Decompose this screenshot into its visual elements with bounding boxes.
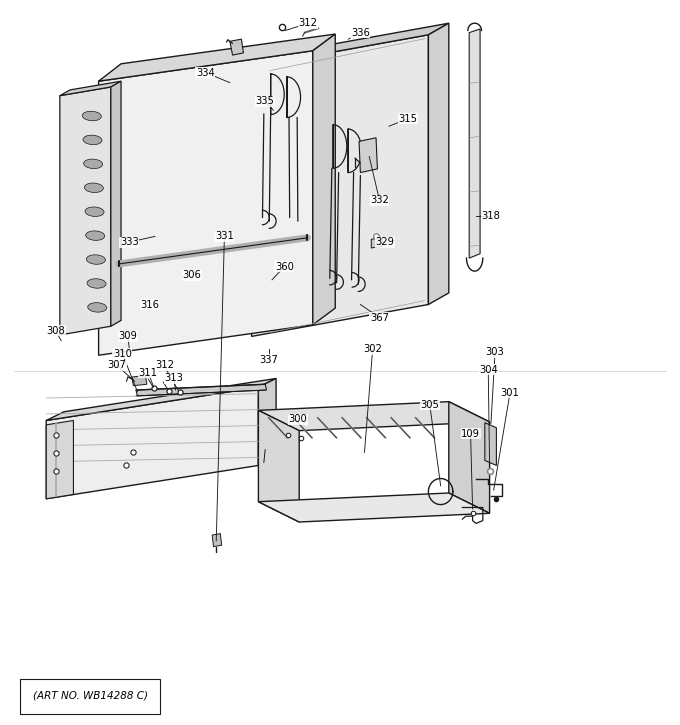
Text: 312: 312 <box>299 18 318 28</box>
Text: 304: 304 <box>479 365 498 375</box>
Text: 335: 335 <box>256 96 275 107</box>
Ellipse shape <box>88 302 107 312</box>
Polygon shape <box>136 384 267 396</box>
Text: 302: 302 <box>363 344 382 355</box>
Text: 329: 329 <box>375 237 394 247</box>
Polygon shape <box>469 29 480 258</box>
Polygon shape <box>258 493 490 522</box>
Polygon shape <box>46 378 276 420</box>
Polygon shape <box>359 138 377 173</box>
Text: 303: 303 <box>486 347 505 357</box>
Text: 300: 300 <box>288 414 307 424</box>
Ellipse shape <box>86 254 105 265</box>
Text: 336: 336 <box>351 28 370 38</box>
Polygon shape <box>258 378 276 465</box>
Text: 310: 310 <box>113 349 132 359</box>
Text: 301: 301 <box>500 388 520 398</box>
Polygon shape <box>258 410 299 522</box>
Text: 309: 309 <box>118 331 137 341</box>
Polygon shape <box>428 23 449 304</box>
Text: 305: 305 <box>420 399 439 410</box>
Polygon shape <box>252 35 428 336</box>
Text: 334: 334 <box>196 67 215 78</box>
Polygon shape <box>46 420 73 499</box>
Text: 312: 312 <box>155 360 174 370</box>
Polygon shape <box>212 534 222 547</box>
Polygon shape <box>371 238 382 248</box>
Polygon shape <box>46 387 258 499</box>
Polygon shape <box>252 23 449 67</box>
Text: 337: 337 <box>259 355 278 365</box>
Polygon shape <box>258 402 490 431</box>
Polygon shape <box>313 34 335 325</box>
Ellipse shape <box>82 111 101 121</box>
Ellipse shape <box>86 231 105 241</box>
Text: 306: 306 <box>182 270 201 281</box>
Text: 307: 307 <box>107 360 126 370</box>
Text: 331: 331 <box>215 231 234 241</box>
Text: 360: 360 <box>275 262 294 272</box>
Polygon shape <box>60 81 121 96</box>
Ellipse shape <box>85 207 104 217</box>
Polygon shape <box>132 376 147 386</box>
Text: 318: 318 <box>481 211 500 221</box>
Text: 316: 316 <box>140 299 159 310</box>
Text: 333: 333 <box>120 237 139 247</box>
Text: 313: 313 <box>165 373 184 384</box>
Text: 332: 332 <box>370 195 389 205</box>
Ellipse shape <box>84 183 103 193</box>
Text: 315: 315 <box>398 114 418 124</box>
Text: 308: 308 <box>46 326 65 336</box>
Polygon shape <box>230 39 243 55</box>
Polygon shape <box>485 423 496 465</box>
Ellipse shape <box>84 159 103 169</box>
Ellipse shape <box>87 278 106 289</box>
Text: 367: 367 <box>370 312 389 323</box>
Text: 311: 311 <box>139 368 158 378</box>
Polygon shape <box>99 51 313 355</box>
Polygon shape <box>449 402 490 513</box>
Text: (ART NO. WB14288 C): (ART NO. WB14288 C) <box>33 691 148 701</box>
Polygon shape <box>99 34 335 81</box>
Text: 109: 109 <box>461 428 480 439</box>
Ellipse shape <box>83 135 102 145</box>
Polygon shape <box>111 81 121 326</box>
Polygon shape <box>60 87 111 335</box>
